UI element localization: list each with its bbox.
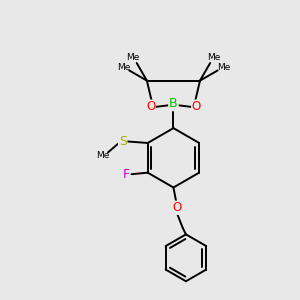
Text: S: S [119,135,127,148]
Text: Me: Me [127,52,140,62]
Text: F: F [122,168,129,181]
Text: Me: Me [117,62,130,71]
Text: O: O [172,201,181,214]
Text: Me: Me [96,151,109,160]
Text: O: O [192,100,201,113]
Text: B: B [169,97,178,110]
Text: Me: Me [207,52,220,62]
Text: O: O [146,100,155,113]
Text: Me: Me [217,62,230,71]
